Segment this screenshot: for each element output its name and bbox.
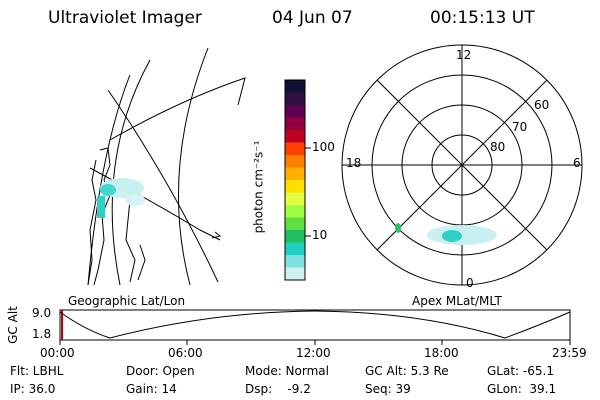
mlt-label-0: 0	[466, 276, 474, 290]
colorbar	[285, 80, 305, 281]
colorbar-segment	[285, 205, 305, 218]
geo-panel-caption: Geographic Lat/Lon	[68, 294, 186, 308]
colorbar-segment	[285, 267, 305, 281]
colorbar-label-10: 10	[312, 228, 328, 242]
polar-plot	[341, 44, 583, 286]
lat-label-70: 70	[512, 120, 528, 134]
geographic-map	[87, 47, 246, 286]
colorbar-segment	[285, 167, 305, 181]
seq-info: Seq: 39	[365, 382, 411, 396]
alt-xtick-4: 23:59	[552, 346, 587, 360]
altitude-plot	[59, 309, 571, 345]
mlt-label-18: 18	[346, 156, 362, 170]
colorbar-segment	[285, 92, 305, 106]
colorbar-frame	[284, 79, 306, 281]
mode-info: Mode: Normal	[245, 364, 329, 378]
alt-axis-label: GC Alt	[5, 306, 20, 344]
alt-xtick-3: 18:00	[424, 346, 459, 360]
alt-xtick-1: 06:00	[168, 346, 203, 360]
colorbar-segment	[285, 130, 305, 143]
colorbar-segment	[285, 117, 305, 131]
glon-info: GLon: 39.1	[487, 382, 557, 396]
lat-label-60: 60	[534, 98, 550, 112]
geo-auroral-emission	[97, 178, 145, 218]
colorbar-segment	[285, 155, 305, 168]
colorbar-segment	[285, 80, 305, 93]
mlt-label-6: 6	[573, 156, 581, 170]
colorbar-segment	[285, 180, 305, 193]
polar-panel-caption: Apex MLat/MLT	[412, 294, 502, 308]
glat-info: GLat: -65.1	[487, 364, 554, 378]
colorbar-segment	[285, 192, 305, 206]
alt-xtick-0: 00:00	[40, 346, 75, 360]
colorbar-segment	[285, 230, 305, 243]
colorbar-unit-label: photon cm⁻²s⁻¹	[251, 140, 266, 234]
instrument-title: Ultraviolet Imager	[48, 8, 202, 28]
door-info: Door: Open	[126, 364, 195, 378]
gc-alt-info: GC Alt: 5.3 Re	[365, 364, 449, 378]
dsp-info: Dsp: -9.2	[245, 382, 311, 396]
polar-auroral-emission	[395, 223, 497, 245]
gain-info: Gain: 14	[126, 382, 177, 396]
alt-ytick-1-8: 1.8	[32, 327, 52, 341]
filter-info: Flt: LBHL	[10, 364, 64, 378]
colorbar-segment	[285, 242, 305, 256]
mlt-label-12: 12	[456, 48, 472, 62]
colorbar-label-100: 100	[312, 140, 335, 154]
colorbar-segment	[285, 105, 305, 118]
lat-label-80: 80	[490, 140, 506, 154]
date-label: 04 Jun 07	[272, 8, 353, 28]
alt-ytick-9: 9.0	[32, 306, 52, 320]
ip-info: IP: 36.0	[10, 382, 56, 396]
time-label: 00:15:13 UT	[430, 8, 535, 28]
alt-xtick-2: 12:00	[296, 346, 331, 360]
colorbar-segment	[285, 255, 305, 268]
colorbar-segment	[285, 142, 305, 156]
colorbar-segment	[285, 217, 305, 231]
